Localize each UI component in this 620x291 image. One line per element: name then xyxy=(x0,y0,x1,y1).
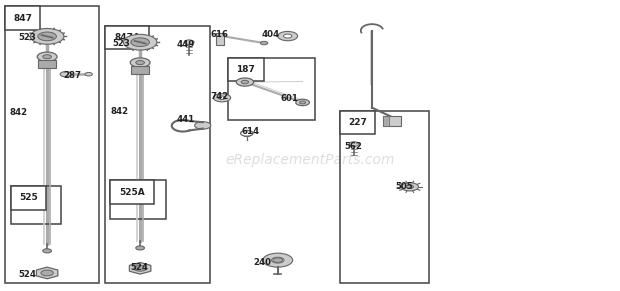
Circle shape xyxy=(43,249,51,253)
Circle shape xyxy=(85,72,92,76)
Bar xyxy=(228,58,315,120)
Circle shape xyxy=(134,265,146,271)
Text: 449: 449 xyxy=(177,40,195,49)
Text: 227: 227 xyxy=(348,118,367,127)
Circle shape xyxy=(263,253,293,267)
Circle shape xyxy=(260,41,268,45)
Bar xyxy=(340,111,375,134)
Text: 287: 287 xyxy=(63,71,81,80)
Text: 524: 524 xyxy=(130,263,148,272)
Circle shape xyxy=(213,94,231,102)
Bar xyxy=(131,66,149,74)
Circle shape xyxy=(136,246,144,250)
Circle shape xyxy=(184,40,194,45)
Circle shape xyxy=(130,58,150,67)
Bar xyxy=(110,180,166,219)
Bar xyxy=(105,26,149,49)
Bar xyxy=(5,6,99,283)
Text: 523: 523 xyxy=(113,39,131,47)
Text: 847: 847 xyxy=(13,14,32,22)
Bar xyxy=(228,58,264,81)
Bar xyxy=(383,116,389,126)
Circle shape xyxy=(349,142,359,146)
Circle shape xyxy=(30,29,64,44)
Circle shape xyxy=(123,34,157,50)
Text: 524: 524 xyxy=(19,270,37,278)
Text: 842: 842 xyxy=(9,108,27,116)
Text: 525: 525 xyxy=(19,194,38,202)
Circle shape xyxy=(406,185,414,189)
Text: eReplacementParts.com: eReplacementParts.com xyxy=(225,153,395,167)
Text: 505: 505 xyxy=(396,182,413,191)
Circle shape xyxy=(43,55,51,59)
Bar xyxy=(105,26,210,283)
Circle shape xyxy=(60,72,71,77)
Text: 562: 562 xyxy=(344,142,362,150)
Text: 240: 240 xyxy=(253,258,271,267)
Circle shape xyxy=(195,122,211,129)
Bar xyxy=(110,180,154,204)
Text: 441: 441 xyxy=(177,115,195,124)
Text: 742: 742 xyxy=(211,92,229,101)
Bar xyxy=(38,60,56,68)
Circle shape xyxy=(278,31,298,41)
Polygon shape xyxy=(37,267,58,279)
Text: 842: 842 xyxy=(110,107,128,116)
Circle shape xyxy=(37,52,57,61)
Polygon shape xyxy=(130,262,151,274)
Text: 404: 404 xyxy=(262,31,280,39)
Circle shape xyxy=(296,99,309,106)
Bar xyxy=(5,6,40,30)
Text: 523: 523 xyxy=(19,33,37,42)
Text: 525A: 525A xyxy=(119,188,145,196)
Text: 601: 601 xyxy=(280,94,298,103)
Circle shape xyxy=(136,61,144,65)
Circle shape xyxy=(272,257,284,263)
Text: 616: 616 xyxy=(211,31,229,39)
Text: 614: 614 xyxy=(242,127,260,136)
Circle shape xyxy=(299,101,306,104)
Bar xyxy=(216,33,224,45)
Bar xyxy=(383,116,401,126)
Bar xyxy=(11,186,61,224)
Circle shape xyxy=(38,32,56,41)
Circle shape xyxy=(131,38,149,47)
Bar xyxy=(11,186,46,210)
Circle shape xyxy=(218,96,226,100)
Circle shape xyxy=(236,78,254,86)
Circle shape xyxy=(41,270,53,276)
Circle shape xyxy=(401,183,418,191)
Text: 847A: 847A xyxy=(114,33,140,42)
Circle shape xyxy=(283,34,292,38)
Text: 187: 187 xyxy=(236,65,255,74)
Circle shape xyxy=(273,258,283,262)
Circle shape xyxy=(241,80,249,84)
Bar xyxy=(340,111,429,283)
